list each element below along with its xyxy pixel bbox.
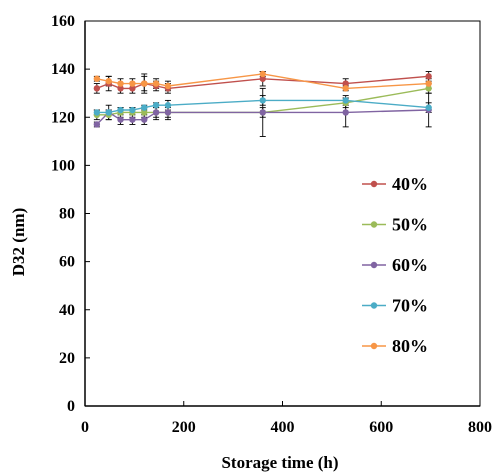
data-point bbox=[342, 97, 349, 104]
legend-marker bbox=[370, 180, 378, 188]
data-point bbox=[129, 106, 136, 114]
data-point bbox=[152, 109, 160, 116]
x-tick-label: 600 bbox=[369, 419, 393, 436]
x-tick-label: 400 bbox=[271, 419, 295, 436]
y-tick-label: 60 bbox=[59, 254, 75, 271]
data-point bbox=[117, 80, 124, 87]
legend-label: 70% bbox=[392, 296, 428, 316]
x-tick-label: 200 bbox=[172, 419, 196, 436]
data-point bbox=[105, 77, 112, 85]
data-point bbox=[164, 82, 172, 90]
legend-marker bbox=[370, 302, 378, 309]
data-point bbox=[93, 75, 101, 82]
data-point bbox=[425, 104, 432, 111]
data-point bbox=[141, 116, 148, 123]
series-line-4 bbox=[96, 99, 429, 114]
data-point bbox=[152, 102, 160, 109]
data-point bbox=[425, 73, 432, 80]
data-point bbox=[141, 80, 148, 87]
data-point bbox=[129, 80, 136, 87]
y-tick-label: 100 bbox=[51, 157, 75, 174]
data-point bbox=[117, 85, 124, 92]
data-point bbox=[141, 109, 148, 116]
legend-marker bbox=[370, 221, 378, 228]
data-point bbox=[129, 85, 136, 92]
data-point bbox=[141, 104, 148, 111]
legend-label: 60% bbox=[392, 255, 428, 275]
x-tick-label: 800 bbox=[468, 419, 492, 436]
data-point bbox=[259, 97, 266, 104]
series-line-2 bbox=[96, 87, 429, 116]
data-point bbox=[105, 109, 112, 116]
y-tick-label: 140 bbox=[51, 61, 75, 78]
legend-label: 50% bbox=[392, 215, 428, 235]
y-tick-label: 20 bbox=[59, 350, 75, 367]
data-point bbox=[259, 70, 266, 78]
series-line-3 bbox=[96, 109, 429, 125]
data-point bbox=[93, 121, 101, 128]
data-point bbox=[425, 80, 432, 87]
series-line-5 bbox=[96, 73, 429, 90]
series-points bbox=[93, 70, 432, 128]
data-point bbox=[117, 116, 124, 123]
data-point bbox=[93, 109, 101, 116]
data-point bbox=[129, 116, 136, 123]
data-point bbox=[342, 80, 349, 87]
series-lines bbox=[96, 73, 429, 125]
tick-labels: 0 20 40 60 80 100 120 140 160 0 200 400 600 800 bbox=[51, 13, 492, 436]
x-tick-label: 0 bbox=[81, 419, 89, 436]
ticks bbox=[84, 20, 481, 407]
data-point bbox=[117, 106, 124, 114]
legend-marker bbox=[370, 342, 378, 350]
data-point bbox=[152, 80, 160, 87]
data-point bbox=[342, 85, 349, 92]
data-point bbox=[164, 109, 172, 116]
data-point bbox=[259, 109, 266, 116]
y-axis-title: D32 (nm) bbox=[9, 208, 28, 276]
legend-marker bbox=[370, 261, 378, 269]
data-point bbox=[164, 102, 172, 109]
legend-label: 80% bbox=[392, 336, 428, 356]
data-point bbox=[93, 85, 101, 92]
y-tick-label: 160 bbox=[51, 13, 75, 30]
y-tick-label: 80 bbox=[59, 206, 75, 223]
y-tick-label: 40 bbox=[59, 302, 75, 319]
legend-label: 40% bbox=[392, 174, 428, 194]
data-point bbox=[259, 75, 266, 82]
x-axis-title: Storage time (h) bbox=[221, 453, 338, 472]
data-point bbox=[342, 109, 349, 116]
legend: 40% 50% 60% 70% 80% bbox=[362, 174, 428, 356]
y-tick-label: 0 bbox=[67, 398, 75, 415]
y-tick-label: 120 bbox=[51, 109, 75, 126]
data-point bbox=[425, 85, 432, 92]
